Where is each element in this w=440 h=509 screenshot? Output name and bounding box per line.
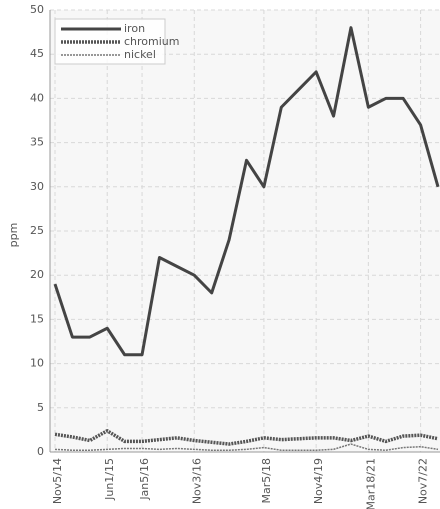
x-tick-label: Nov7/22 <box>417 458 430 504</box>
x-tick-label: Nov4/19 <box>312 458 325 504</box>
y-tick-label: 50 <box>30 3 44 16</box>
y-tick-label: 40 <box>30 91 44 104</box>
x-tick-label: Jan5/16 <box>138 458 151 501</box>
y-tick-label: 25 <box>30 224 44 237</box>
legend-label: chromium <box>124 35 180 48</box>
x-tick-label: Nov5/14 <box>51 458 64 504</box>
series-line <box>54 429 439 446</box>
x-tick-label: Nov3/16 <box>190 458 203 504</box>
series-line <box>54 443 439 451</box>
x-tick-label: Mar5/18 <box>260 458 273 503</box>
x-tick-label: Jun1/15 <box>103 458 116 501</box>
y-tick-label: 45 <box>30 47 44 60</box>
y-tick-label: 0 <box>37 445 44 458</box>
y-tick-label: 30 <box>30 180 44 193</box>
legend-label: nickel <box>124 48 156 61</box>
y-tick-label: 10 <box>30 357 44 370</box>
x-tick-label: Mar18/21 <box>364 458 377 509</box>
series-line <box>53 26 440 357</box>
y-axis-label: ppm <box>7 223 20 248</box>
y-tick-label: 15 <box>30 312 44 325</box>
y-tick-label: 5 <box>37 401 44 414</box>
y-tick-label: 20 <box>30 268 44 281</box>
legend-label: iron <box>124 22 145 35</box>
y-tick-label: 35 <box>30 136 44 149</box>
